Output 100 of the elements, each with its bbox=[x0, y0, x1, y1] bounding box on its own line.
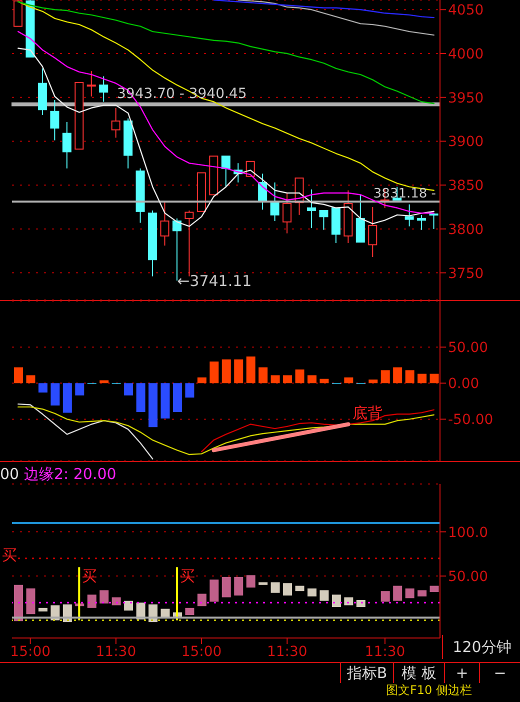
y-tick-label: 3900 bbox=[448, 134, 484, 150]
line-series bbox=[18, 406, 434, 456]
bar bbox=[210, 362, 219, 384]
bar bbox=[270, 582, 280, 593]
bar bbox=[430, 586, 439, 592]
line-series bbox=[238, 0, 434, 36]
candlestick bbox=[50, 100, 60, 141]
text: − bbox=[479, 663, 520, 683]
bar bbox=[185, 383, 194, 398]
bar bbox=[234, 359, 244, 384]
line-series bbox=[18, 1, 434, 104]
annotation: 底背 bbox=[352, 404, 382, 422]
line-series bbox=[18, 403, 154, 460]
candlestick bbox=[62, 121, 72, 169]
x-tick-label: 11:30 bbox=[364, 644, 406, 660]
bar bbox=[246, 356, 256, 384]
annotation: ←3741.11 bbox=[177, 272, 252, 290]
candlestick bbox=[282, 192, 292, 234]
candlestick bbox=[306, 188, 316, 229]
text: 边缘2: 20.00 bbox=[24, 465, 116, 484]
candlestick bbox=[160, 201, 170, 246]
x-tick-label: 11:30 bbox=[96, 644, 136, 660]
candlestick bbox=[417, 214, 426, 230]
bar bbox=[307, 588, 316, 596]
y-tick-label: 4000 bbox=[448, 46, 484, 62]
y-tick-label: 3750 bbox=[448, 266, 484, 282]
bar bbox=[210, 580, 219, 602]
text: 00 bbox=[0, 465, 20, 483]
x-tick-label: 11:30 bbox=[266, 644, 308, 660]
bar bbox=[320, 590, 329, 601]
bar bbox=[136, 383, 146, 412]
y-tick-label: 50.00 bbox=[448, 340, 488, 356]
bar bbox=[320, 378, 329, 384]
text: 指标B bbox=[340, 663, 393, 683]
bar bbox=[283, 375, 292, 384]
y-tick-label: 0.00 bbox=[448, 376, 480, 392]
bar bbox=[14, 367, 23, 384]
bar bbox=[283, 583, 292, 596]
candlestick bbox=[429, 212, 438, 230]
text: + bbox=[444, 663, 479, 683]
x-tick-label: 15:00 bbox=[181, 644, 222, 660]
bar bbox=[26, 588, 36, 614]
bar bbox=[197, 377, 206, 384]
bar bbox=[124, 383, 134, 396]
text: 模 板 bbox=[393, 663, 444, 683]
bar bbox=[380, 370, 390, 384]
bar bbox=[332, 594, 341, 608]
y-tick-label: 4050 bbox=[448, 2, 484, 19]
y-tick-label: 50.00 bbox=[448, 569, 488, 586]
data-label: 买 bbox=[82, 567, 98, 586]
bar bbox=[87, 594, 96, 608]
y-tick-label: -50.00 bbox=[448, 412, 494, 428]
bar bbox=[222, 576, 231, 598]
candlestick bbox=[86, 70, 96, 97]
data-label: 买 bbox=[180, 567, 195, 586]
bar bbox=[418, 590, 427, 596]
bar bbox=[50, 383, 60, 406]
bar bbox=[405, 370, 414, 384]
bar bbox=[356, 600, 366, 608]
candlestick bbox=[111, 107, 120, 138]
bar bbox=[112, 597, 121, 606]
bar bbox=[160, 383, 170, 418]
bar bbox=[368, 380, 378, 384]
x-tick-label: 15:00 bbox=[10, 644, 51, 660]
bar bbox=[418, 374, 427, 384]
bar bbox=[100, 590, 109, 604]
bar bbox=[405, 588, 414, 598]
bar bbox=[38, 383, 48, 393]
bar bbox=[380, 591, 390, 602]
bar bbox=[148, 383, 158, 428]
bar bbox=[307, 375, 316, 384]
bar bbox=[393, 586, 402, 601]
candlestick bbox=[270, 182, 280, 222]
bar bbox=[393, 367, 402, 384]
bar bbox=[222, 359, 231, 384]
bar bbox=[344, 377, 354, 384]
candlestick bbox=[356, 194, 365, 243]
bar bbox=[344, 597, 354, 606]
line-series bbox=[213, 0, 434, 18]
candlestick bbox=[404, 204, 414, 227]
y-tick-label: 100.0 bbox=[448, 524, 488, 541]
bar bbox=[124, 600, 134, 611]
candlestick bbox=[221, 156, 230, 188]
candlestick bbox=[99, 76, 108, 102]
bar bbox=[38, 608, 48, 612]
bar bbox=[258, 582, 268, 585]
text: 图文F10 侧边栏 bbox=[386, 683, 472, 697]
bar bbox=[75, 383, 84, 396]
candlestick bbox=[319, 210, 328, 230]
y-tick-label: 3800 bbox=[448, 222, 484, 238]
bar bbox=[26, 375, 36, 384]
bar bbox=[62, 383, 72, 413]
bar bbox=[295, 369, 304, 384]
bar bbox=[258, 367, 268, 384]
annotation: 买 bbox=[2, 546, 17, 565]
bar bbox=[430, 374, 439, 384]
bar bbox=[172, 383, 182, 412]
candlestick bbox=[368, 206, 378, 258]
bar bbox=[295, 586, 304, 592]
bar bbox=[197, 594, 206, 606]
